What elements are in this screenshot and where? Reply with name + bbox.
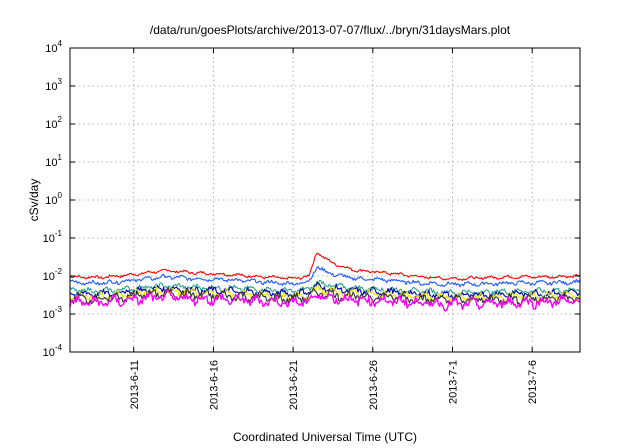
series-line-5 [69,284,581,303]
x-tick-label: 2013-7-6 [527,360,539,404]
series-line-2 [69,266,581,288]
series-line-6 [69,287,581,306]
y-tick-label: 103 [45,77,62,93]
y-tick-label: 10-1 [43,229,63,245]
series-line-3 [69,279,581,296]
x-tick-label: 2013-6-26 [368,360,380,410]
series-line-7 [69,289,581,312]
y-tick-label: 100 [45,191,62,207]
y-axis-label: cSv/day [27,179,41,222]
x-tick-label: 2013-6-11 [129,360,141,409]
y-tick-label: 10-3 [43,305,63,321]
plot-frame [69,47,581,353]
y-tick-label: 10-4 [43,343,63,359]
series-line-4 [69,281,581,301]
axis-layer: 10-4 10-3 10-2 10-1 100 101 102 103 104 2013-6-11… [43,39,580,410]
y-tick-label: 102 [45,115,62,131]
x-axis-label: Coordinated Universal Time (UTC) [233,430,417,444]
x-tick-label: 2013-7-1 [448,360,460,404]
y-tick-label: 10-2 [43,267,63,283]
series-layer [69,252,581,312]
grid-layer [70,48,580,352]
y-tick-label: 104 [45,39,62,55]
y-tick-label: 101 [45,153,62,169]
x-tick-label: 2013-6-21 [288,360,300,410]
x-tick-label: 2013-6-16 [208,360,220,410]
chart-title: /data/run/goesPlots/archive/2013-07-07/f… [150,23,511,37]
series-line-1 [69,252,581,281]
